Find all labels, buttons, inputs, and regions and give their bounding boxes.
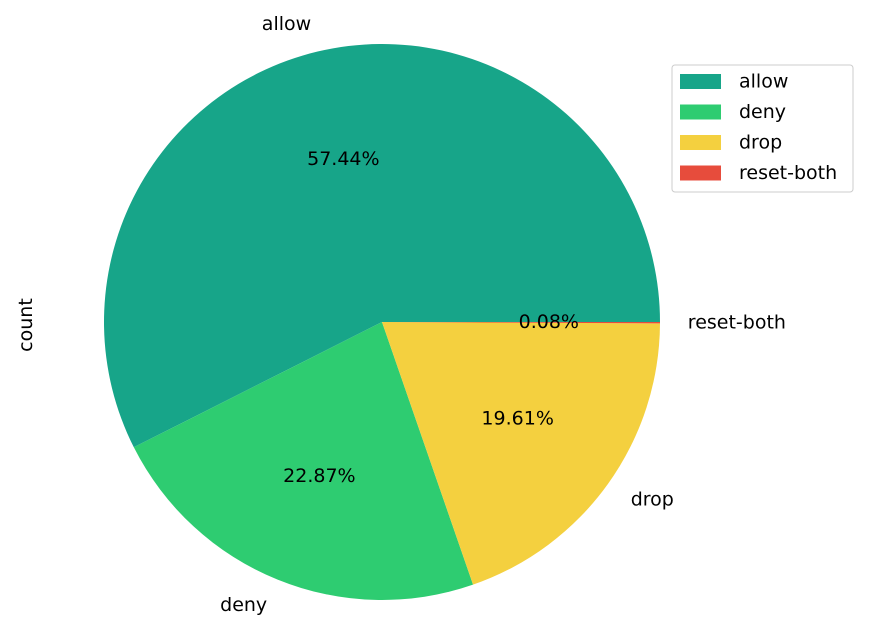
legend-label-reset-both: reset-both [739,162,837,184]
legend-swatch-deny [680,104,721,120]
percent-label-allow: 57.44% [307,148,379,170]
legend-swatch-reset-both [680,165,721,181]
legend-swatch-allow [680,74,721,89]
percent-label-deny: 22.87% [283,465,355,487]
pie-slice-reset-both [382,322,660,324]
category-label-reset-both: reset-both [688,311,786,333]
category-labels: allow deny drop reset-both [220,13,786,616]
percentage-labels: 57.44% 22.87% 19.61% 0.08% [283,148,579,487]
legend-label-allow: allow [739,71,788,93]
percent-label-drop: 19.61% [481,408,553,430]
legend-label-deny: deny [739,101,786,123]
percent-label-reset-both: 0.08% [519,311,579,333]
pie-slice-allow [103,44,660,448]
pie-slices [103,44,660,601]
y-axis-label: count [15,298,37,352]
legend: allow deny drop reset-both [671,64,854,193]
category-label-allow: allow [262,13,311,35]
category-label-deny: deny [220,594,267,616]
legend-label-drop: drop [739,132,782,154]
pie-slice-deny [133,322,474,601]
legend-frame [671,64,854,193]
pie-slice-drop [382,322,660,585]
category-label-drop: drop [631,488,674,510]
legend-swatch-drop [680,135,721,150]
legend-items: allow deny drop reset-both [680,71,837,184]
